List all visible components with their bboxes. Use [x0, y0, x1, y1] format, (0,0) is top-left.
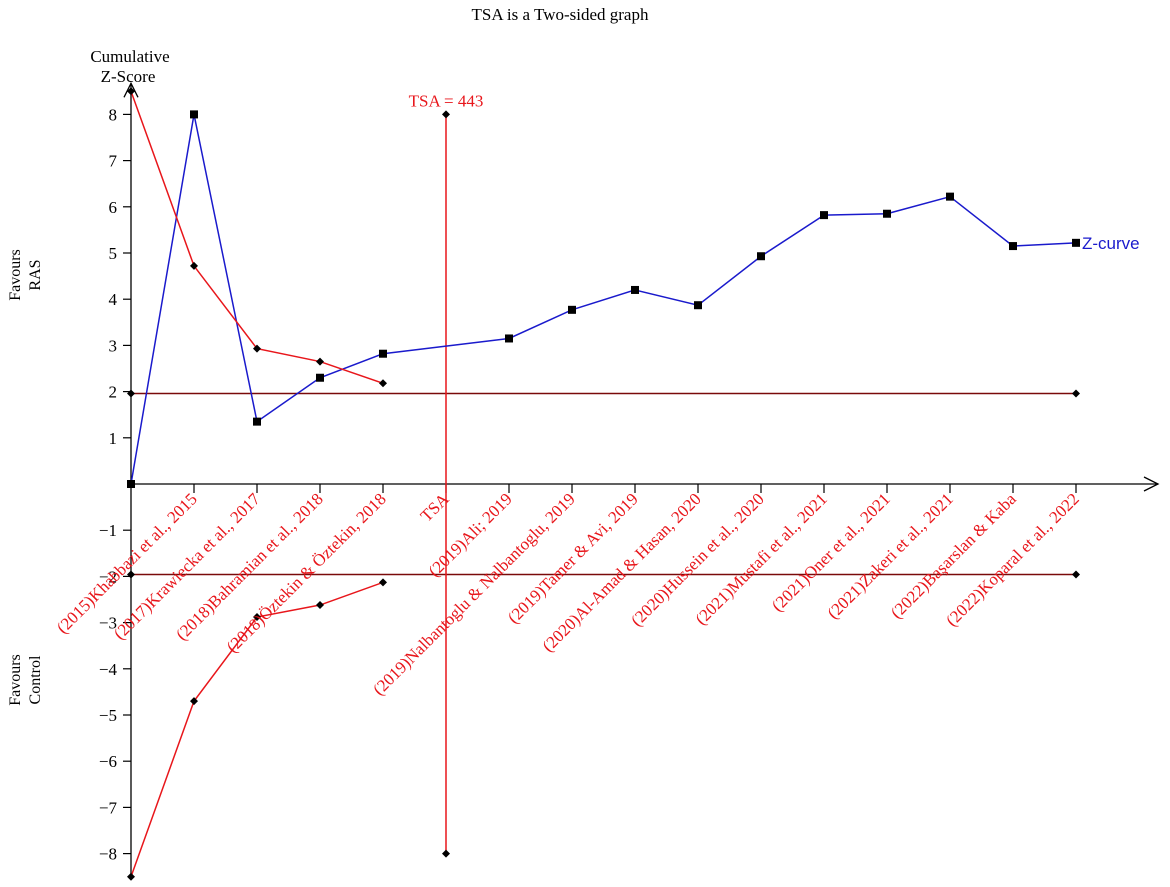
- boundary-curve-point: [127, 87, 135, 96]
- boundary-curve-point: [190, 697, 198, 706]
- boundary-curve-point: [379, 379, 387, 388]
- z-curve-point: [946, 192, 954, 201]
- tsa-endpoint-marker: [442, 849, 450, 858]
- tsa-line-group: TSA = 443: [409, 91, 484, 858]
- x-tick-label: (2021)Zakeri et al., 2021: [824, 489, 957, 622]
- y-tick-label: 4: [109, 290, 118, 309]
- y-tick-label: −2: [99, 567, 117, 586]
- x-tick-label: (2022)Koparal et al., 2022: [942, 489, 1083, 630]
- z-curve-point: [568, 305, 576, 314]
- series-line-1: [130, 91, 384, 384]
- y-tick-label: 6: [109, 198, 118, 217]
- y-tick-label: −1: [99, 521, 117, 540]
- y-tick-label: −6: [99, 752, 117, 771]
- series-line-0: [130, 114, 1077, 485]
- y-tick-label: 8: [109, 105, 118, 124]
- x-axis-arrowhead: [1143, 476, 1160, 492]
- x-tick-label: TSA: [417, 489, 454, 526]
- y-axis-label-line-1: Cumulative: [90, 47, 169, 66]
- axes: −8 −7 −6 −5 −4 −3 −2 −1 1 2 3 4 5 6 7 8: [99, 81, 1160, 877]
- boundary-endpoint-marker: [1072, 570, 1080, 579]
- tsa-endpoint-marker: [442, 110, 450, 119]
- y-axis-label-line-2: Z-Score: [101, 67, 156, 86]
- x-tick-label: (2022)Başarslan & Kaba: [887, 489, 1020, 622]
- z-curve-point: [316, 373, 324, 382]
- x-tick-label: (2021)Oner et al., 2021: [768, 489, 894, 615]
- boundary-curve-point: [253, 613, 261, 622]
- favours-lower-label-line-2: Control: [27, 655, 44, 704]
- y-tick-label: 5: [109, 244, 118, 263]
- boundary-curve-point: [127, 872, 135, 881]
- boundary-endpoint-marker: [127, 389, 135, 398]
- tsa-label: TSA = 443: [409, 91, 484, 110]
- y-tick-label: 2: [109, 383, 118, 402]
- boundary-curve-point: [379, 578, 387, 587]
- boundary-curve-point: [316, 601, 324, 610]
- chart-title: TSA is a Two-sided graph: [472, 5, 649, 24]
- boundary-curve-point: [253, 344, 261, 353]
- y-tick-label: 7: [109, 152, 118, 171]
- y-tick-label: −3: [99, 614, 117, 633]
- z-curve-point: [253, 417, 261, 426]
- z-curve-point: [190, 110, 198, 119]
- y-tick-label: 3: [109, 336, 118, 355]
- boundary-endpoint-marker: [1072, 389, 1080, 398]
- z-curve-point: [631, 285, 639, 294]
- favours-upper-label-line-1: Favours: [7, 249, 24, 301]
- favours-lower-label-line-1: Favours: [7, 654, 24, 706]
- y-tick-label: −8: [99, 845, 117, 864]
- y-tick-label: −4: [99, 660, 118, 679]
- y-tick-label: 1: [109, 429, 118, 448]
- boundary-curve-point: [190, 261, 198, 270]
- z-curve-point: [379, 349, 387, 358]
- series-name-label: Z-curve: [1082, 234, 1140, 253]
- boundary-endpoint-marker: [127, 570, 135, 579]
- z-curve-point: [505, 334, 513, 343]
- x-tick-labels: (2015)Khabbazi et al., 2015(2017)Krawiec…: [53, 489, 1083, 699]
- z-curve-point: [1072, 238, 1080, 247]
- y-tick-label: −7: [99, 798, 118, 817]
- z-curve-point: [1009, 242, 1017, 251]
- boundary-lines: [127, 389, 1080, 579]
- favours-upper-label-line-2: RAS: [27, 259, 44, 290]
- z-curve-point: [757, 252, 765, 261]
- z-curve-point: [820, 211, 828, 220]
- boundary-curve-point: [316, 357, 324, 366]
- y-tick-label: −5: [99, 706, 117, 725]
- z-curve-point: [883, 209, 891, 218]
- y-axis-arrowhead: [123, 81, 139, 98]
- z-curve-point: [127, 480, 135, 488]
- z-curve-point: [694, 301, 702, 310]
- series-group: Z-curve: [127, 87, 1140, 881]
